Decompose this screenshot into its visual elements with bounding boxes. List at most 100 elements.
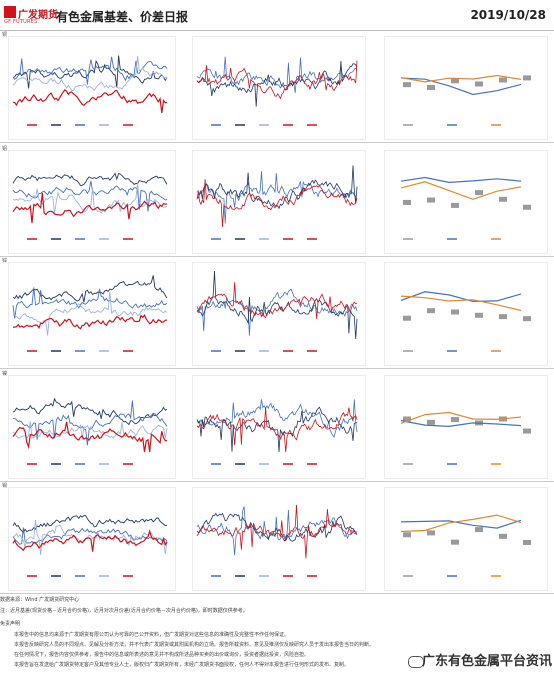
metal-section: 铝 — [0, 146, 554, 257]
curve-bar — [451, 78, 459, 84]
basis-series-line — [12, 55, 168, 89]
spread-series-line — [196, 179, 358, 228]
spread-series-line — [196, 504, 358, 559]
curve-bar — [499, 77, 507, 83]
spread-series-line — [196, 506, 358, 556]
curve-bar — [451, 539, 459, 545]
curve-chart — [384, 375, 548, 479]
curve-chart-svg — [400, 74, 531, 126]
curve-series-line — [400, 514, 522, 533]
curve-bar — [427, 419, 435, 425]
curve-series-line — [400, 411, 522, 424]
curve-bar — [451, 417, 459, 423]
basis-chart-svg — [12, 397, 168, 465]
curve-bar — [451, 202, 459, 208]
basis-series-line — [12, 314, 168, 330]
curve-bar — [523, 75, 531, 81]
disclaimer-line: 在任何情况下，报告内容仅供参考，报告中的信息或所表述的意见并不构成所述品种买卖的… — [14, 652, 310, 658]
spread-chart — [192, 262, 366, 366]
section-tag: 锡 — [2, 483, 8, 489]
basis-series-line — [12, 397, 168, 426]
logo-mark-icon — [4, 6, 16, 18]
disclaimer-line: 本报告旨在发送给广发期货特定客户及其他专业人士，版权归广发期货所有，未经广发期货… — [14, 662, 350, 668]
disclaimer-line: 本报告中的信息均来源于广发期货有限公司认为可靠的已公开资料，但广发期货对这些信息… — [14, 632, 290, 638]
curve-bar — [523, 316, 531, 322]
curve-chart — [384, 36, 548, 140]
basis-series-line — [12, 56, 168, 92]
spread-chart-svg — [196, 56, 358, 126]
curve-bar — [427, 530, 435, 536]
basis-series-line — [12, 291, 168, 336]
curve-bar — [403, 82, 411, 88]
curve-chart — [384, 150, 548, 254]
logo-text: 广发期货 — [18, 10, 58, 21]
curve-series-line — [400, 77, 522, 96]
curve-bar — [523, 204, 531, 210]
basis-chart-svg — [12, 55, 168, 126]
spread-series-line — [196, 399, 358, 438]
curve-chart-svg — [400, 514, 531, 577]
basis-chart-svg — [12, 515, 168, 577]
basis-series-line — [12, 275, 168, 303]
spread-chart-svg — [196, 270, 358, 352]
spread-series-line — [196, 171, 358, 224]
curve-bar — [523, 539, 531, 545]
curve-bar — [427, 197, 435, 203]
spread-series-line — [196, 60, 358, 100]
basis-chart — [8, 36, 176, 140]
disclaimer-title: 免责声明 — [0, 621, 21, 627]
curve-bar — [499, 533, 507, 539]
section-tag: 镍 — [2, 371, 8, 377]
curve-bar — [499, 196, 507, 202]
basis-chart-svg — [12, 172, 168, 240]
disclaimer-line: 本报告反映研究人员的不同观点、见解及分析方法，并不代表广发期货或其附属机构的立场… — [14, 642, 375, 648]
basis-series-line — [12, 89, 168, 114]
basis-series-line — [12, 421, 167, 453]
basis-series-line — [12, 529, 168, 552]
curve-bar — [403, 315, 411, 321]
logo-subtext: GF FUTURES — [4, 19, 38, 25]
basis-series-line — [12, 527, 168, 545]
curve-bar — [451, 309, 459, 315]
footnote: 注：近月基差(现货价格－近月合约价格)，近月对次月价差(近月合约价格－次月合约价… — [0, 608, 248, 614]
wechat-icon — [408, 656, 424, 668]
curve-bar — [403, 416, 411, 422]
curve-bar — [523, 428, 531, 434]
spread-series-line — [196, 407, 358, 453]
basis-series-line — [12, 172, 168, 187]
section-tag: 铜 — [2, 32, 8, 38]
curve-chart — [384, 487, 548, 591]
basis-chart — [8, 375, 176, 479]
curve-bar — [499, 314, 507, 320]
curve-chart — [384, 262, 548, 366]
basis-series-line — [12, 287, 168, 319]
spread-chart — [192, 150, 366, 254]
curve-series-line — [400, 295, 522, 312]
curve-bar — [475, 527, 483, 533]
section-tag: 锌 — [2, 258, 8, 264]
metal-section: 铜 — [0, 32, 554, 143]
company-logo: 广发期货 GF FUTURES — [4, 6, 58, 26]
spread-chart — [192, 36, 366, 140]
spread-series-line — [196, 60, 358, 107]
curve-series-line — [400, 519, 522, 529]
metal-section: 锡 — [0, 483, 554, 594]
spread-series-line — [196, 406, 358, 453]
curve-series-line — [400, 176, 522, 184]
basis-series-line — [12, 421, 168, 441]
basis-chart — [8, 262, 176, 366]
curve-bar — [403, 532, 411, 538]
spread-chart — [192, 487, 366, 591]
curve-bar — [475, 81, 483, 87]
spread-series-line — [196, 282, 358, 319]
spread-series-line — [196, 512, 358, 542]
page-title: 有色金属基差、价差日报 — [56, 10, 189, 24]
report-date: 2019/10/28 — [470, 8, 546, 22]
spread-chart-svg — [196, 504, 358, 577]
spread-series-line — [196, 56, 358, 93]
basis-series-line — [12, 180, 168, 212]
curve-chart-svg — [400, 411, 531, 465]
basis-series-line — [12, 520, 168, 555]
metal-section: 锌 — [0, 258, 554, 369]
watermark: 广东有色金属平台资讯 — [421, 654, 552, 669]
